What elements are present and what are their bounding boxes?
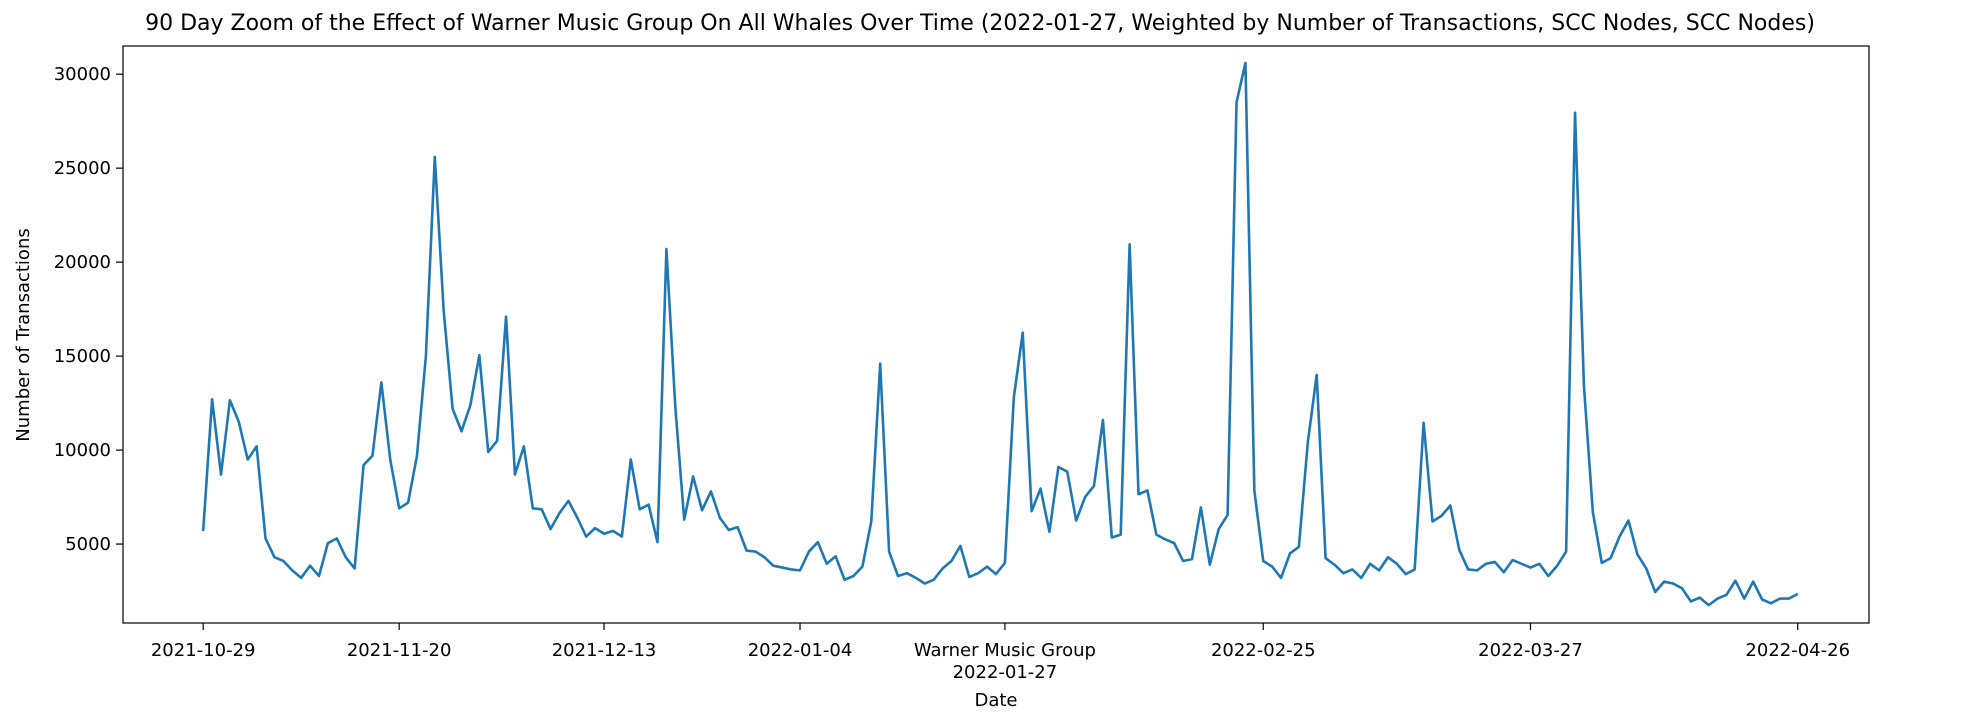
x-axis: 2021-10-29 2021-11-20 2021-12-13 2022-01-04… — [151, 623, 1850, 683]
x-tick-label: Warner Music Group 2022-01-27 — [914, 640, 1096, 683]
plot-area-frame — [122, 45, 1870, 624]
series-line — [201, 61, 1799, 607]
x-tick-label: 2022-03-27 — [1478, 640, 1583, 661]
y-tick-label: 5000 — [65, 534, 111, 555]
y-tick-label: 15000 — [54, 346, 111, 367]
x-tick-label: 2021-11-20 — [347, 640, 452, 661]
x-axis-title: Date — [974, 690, 1017, 711]
x-tick-label: 2022-01-04 — [748, 640, 853, 661]
x-tick-label: 2022-02-25 — [1211, 640, 1316, 661]
chart-title: 90 Day Zoom of the Effect of Warner Musi… — [145, 11, 1815, 36]
x-tick-label: 2022-04-26 — [1745, 640, 1850, 661]
x-tick-label: 2021-10-29 — [151, 640, 256, 661]
y-tick-label: 25000 — [54, 158, 111, 179]
y-axis: 5000 10000 15000 20000 25000 30000 — [54, 64, 123, 555]
y-tick-label: 20000 — [54, 252, 111, 273]
y-tick-label: 30000 — [54, 64, 111, 85]
y-axis-title: Number of Transactions — [13, 228, 34, 441]
x-tick-label: 2021-12-13 — [552, 640, 657, 661]
y-tick-label: 10000 — [54, 440, 111, 461]
